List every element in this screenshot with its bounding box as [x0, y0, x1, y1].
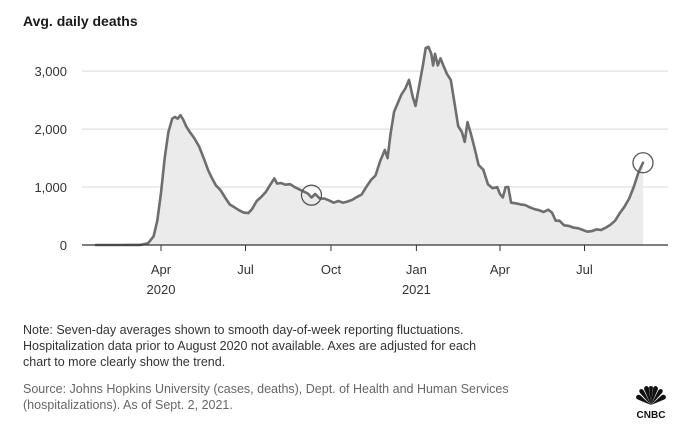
logo-text: CNBC [637, 410, 666, 421]
note-line: Hospitalization data prior to August 202… [23, 339, 477, 353]
deaths-chart: 0 1,000 2,000 3,000 Apr 2020 Jul Oct Jan 2021 Apr J… [34, 45, 668, 297]
x-tick-year-label: 2021 [402, 282, 431, 297]
peacock-icon [636, 386, 666, 405]
x-tick-label: Jul [576, 262, 593, 277]
series-line [94, 45, 645, 247]
chart-source: Source: Johns Hopkins University (cases,… [23, 381, 623, 413]
note-line: Note: Seven-day averages shown to smooth… [23, 323, 464, 337]
note-line: chart to more clearly show the trend. [23, 355, 226, 369]
source-line: Source: Johns Hopkins University (cases,… [23, 382, 509, 396]
y-tick-label: 2,000 [34, 122, 67, 137]
y-tick-label: 1,000 [34, 180, 67, 195]
y-tick-label: 0 [60, 238, 67, 253]
series-area [96, 46, 643, 245]
x-tick-label: Apr [151, 262, 172, 277]
x-tick-year-label: 2020 [147, 282, 176, 297]
annotation-circle [632, 152, 654, 174]
chart-note: Note: Seven-day averages shown to smooth… [23, 322, 623, 370]
x-tick-label: Jan [406, 262, 427, 277]
y-tick-label: 3,000 [34, 64, 67, 79]
x-tick-label: Apr [490, 262, 511, 277]
source-line: (hospitalizations). As of Sept. 2, 2021. [23, 398, 233, 412]
x-tick-label: Jul [237, 262, 254, 277]
cnbc-logo: CNBC [636, 386, 666, 421]
chart-title: Avg. daily deaths [23, 13, 138, 29]
x-tick-label: Oct [321, 262, 342, 277]
annotation-circle [300, 184, 323, 206]
